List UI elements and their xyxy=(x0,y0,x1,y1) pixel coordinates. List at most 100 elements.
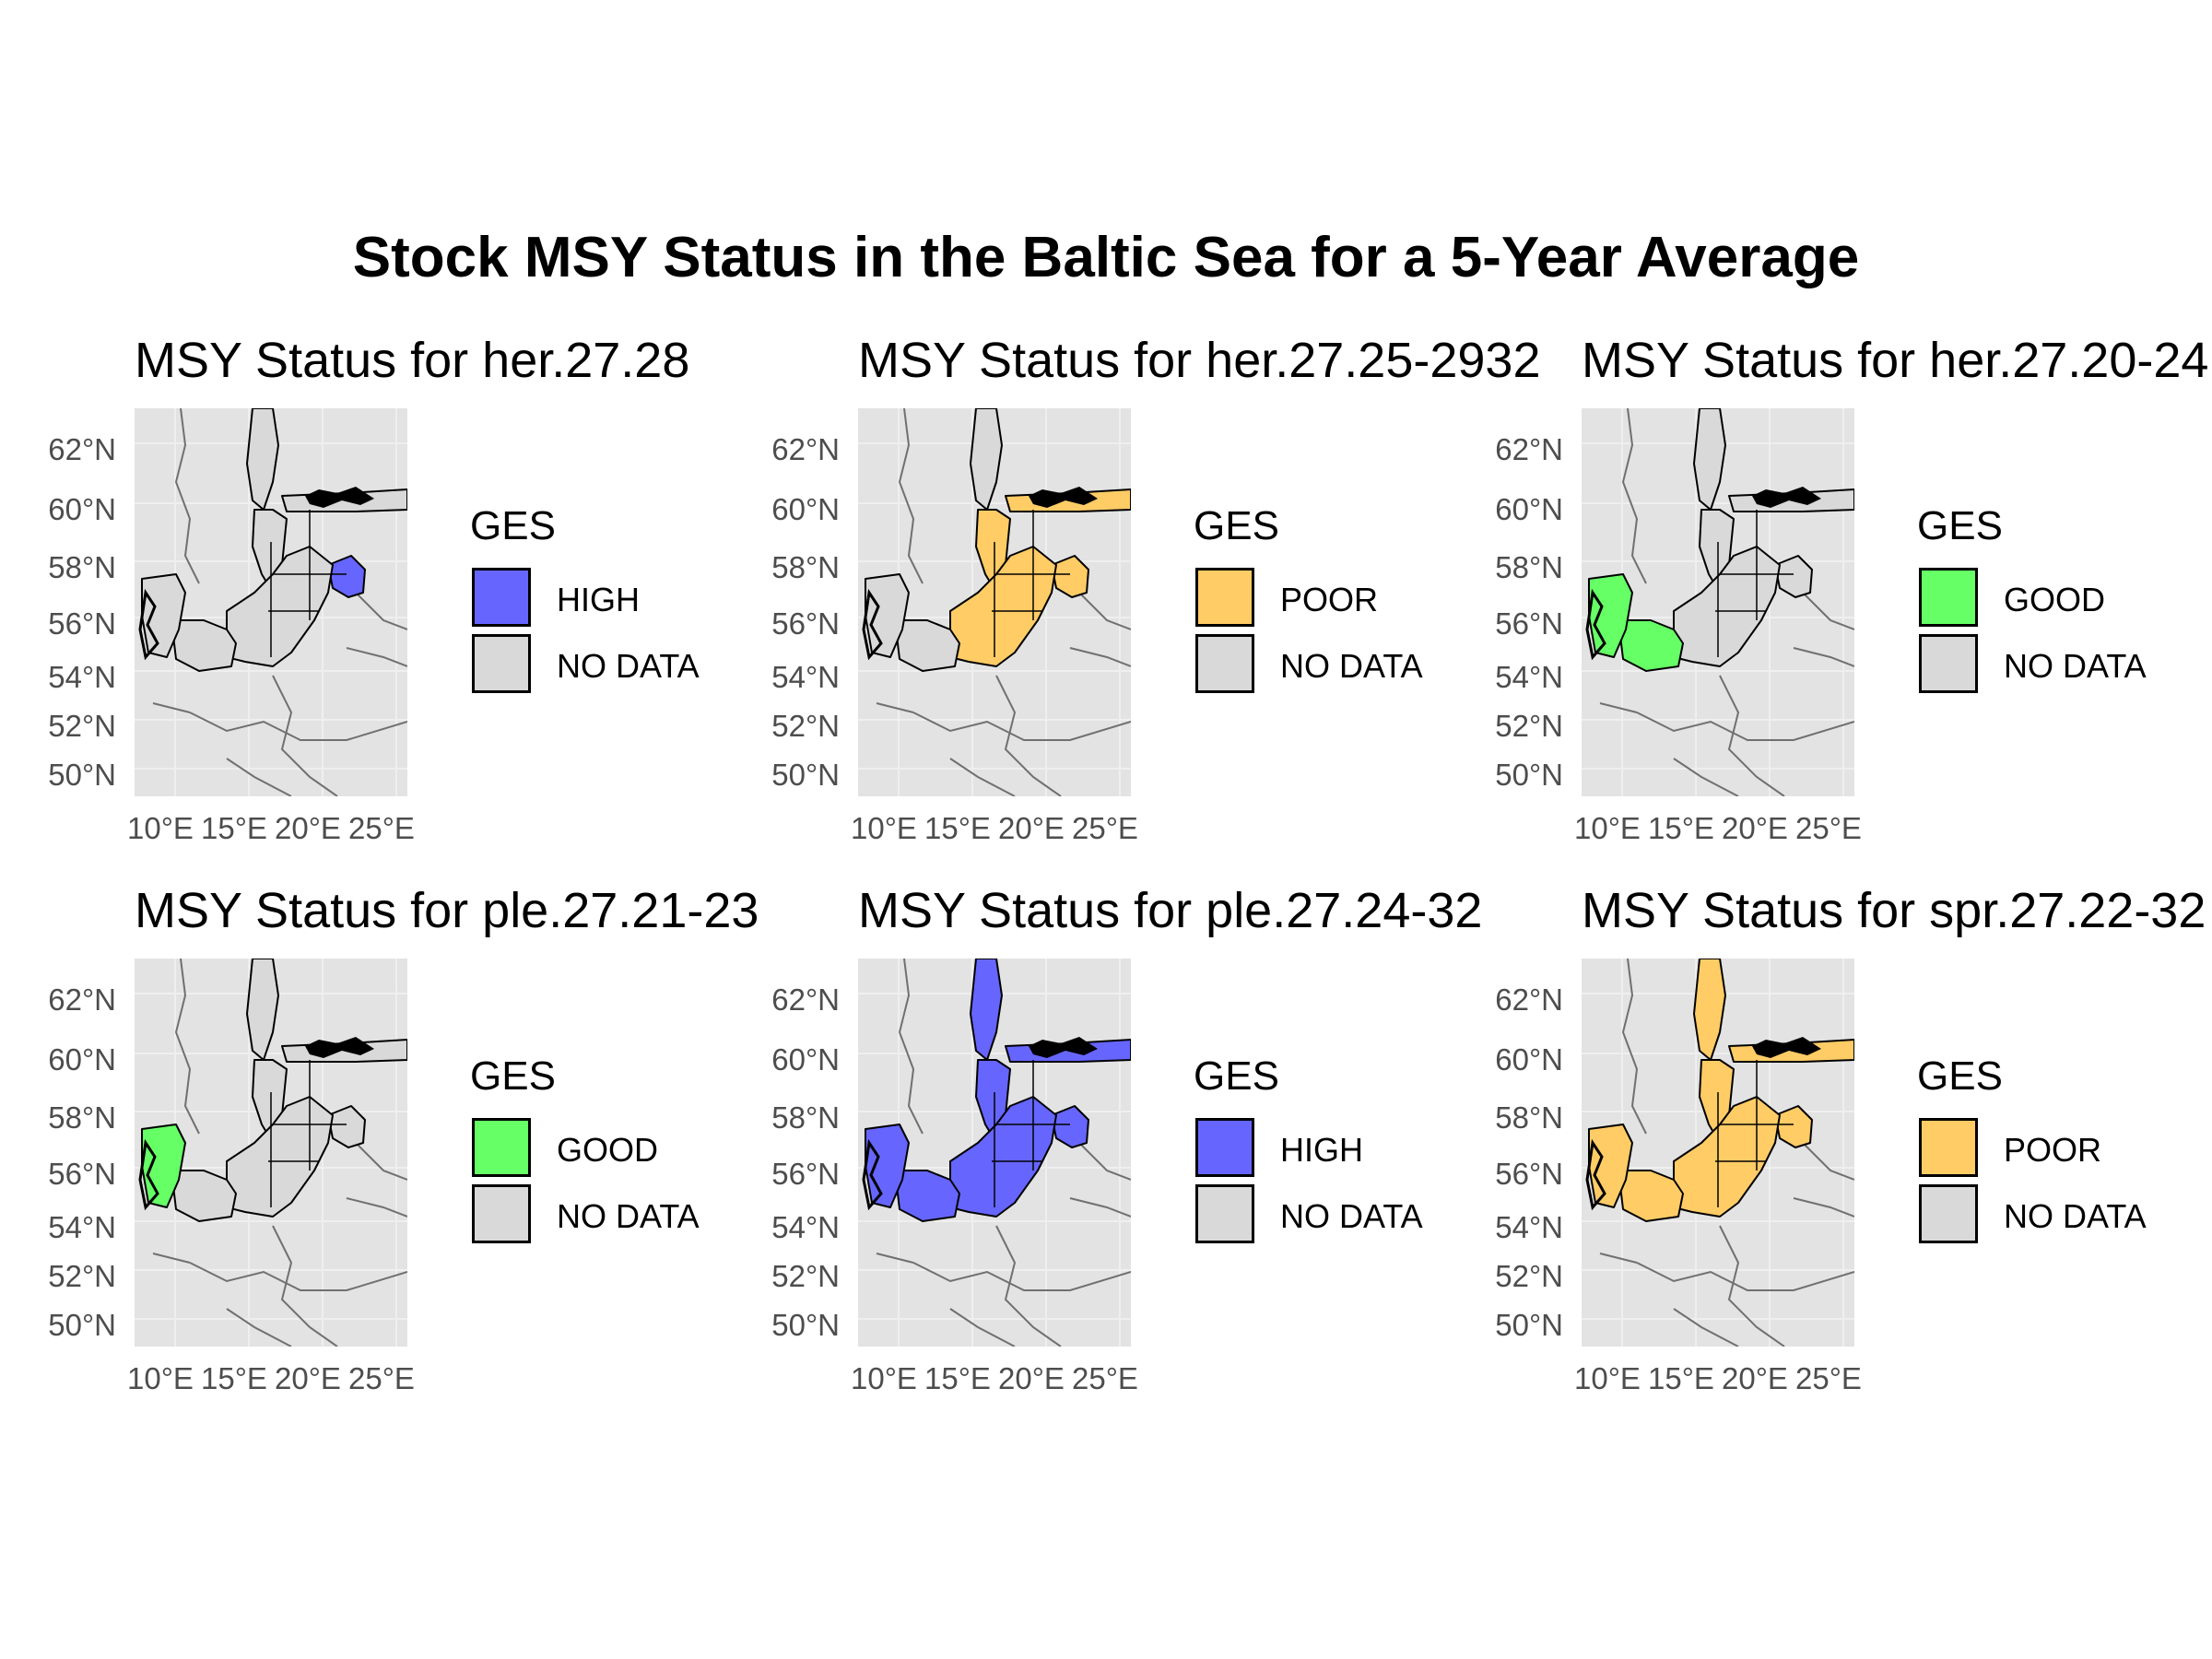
longitude-tick-label: 25°E xyxy=(1072,1361,1138,1395)
longitude-tick-label: 15°E xyxy=(1648,1361,1714,1395)
country-border xyxy=(1802,592,1854,630)
latitude-tick-label: 50°N xyxy=(48,758,116,792)
latitude-tick-label: 62°N xyxy=(771,982,840,1017)
country-border xyxy=(912,1262,1131,1291)
latitude-tick-label: 60°N xyxy=(1495,492,1563,526)
sea-area-central xyxy=(226,1096,334,1218)
sea-area-western xyxy=(1618,1170,1684,1222)
latitude-tick-label: 60°N xyxy=(771,492,840,526)
latitude-tick-label: 62°N xyxy=(48,982,116,1017)
latitude-tick-label: 50°N xyxy=(771,1308,840,1342)
country-border xyxy=(355,1142,407,1181)
country-border xyxy=(1719,1225,1785,1347)
panel-title: MSY Status for her.27.20-24 xyxy=(1582,333,2209,388)
latitude-tick-label: 52°N xyxy=(1495,1259,1563,1293)
latitude-tick-label: 54°N xyxy=(48,1210,116,1244)
legend-key-no-data xyxy=(472,1184,531,1243)
latitude-tick-label: 60°N xyxy=(48,1042,116,1077)
sea-area-bothnia xyxy=(1693,959,1726,1061)
latitude-tick-label: 52°N xyxy=(1495,709,1563,743)
figure-title: Stock MSY Status in the Baltic Sea for a… xyxy=(352,226,1860,289)
legend-key-status xyxy=(1195,568,1254,627)
country-border xyxy=(1719,675,1785,796)
country-border xyxy=(898,959,924,1135)
sea-area-western xyxy=(171,619,237,672)
sea-area-western xyxy=(1618,619,1684,672)
country-border xyxy=(189,1262,407,1291)
latitude-tick-label: 54°N xyxy=(1495,1210,1563,1244)
baltic-map xyxy=(135,408,407,796)
latitude-tick-label: 62°N xyxy=(771,432,840,466)
country-border xyxy=(876,702,914,713)
country-border xyxy=(272,1225,338,1347)
map-area xyxy=(135,408,407,796)
danish-coast xyxy=(138,588,159,661)
longitude-tick-label: 10°E xyxy=(127,1361,194,1395)
country-border xyxy=(1621,408,1647,584)
longitude-tick-label: 15°E xyxy=(1648,811,1714,845)
longitude-tick-label: 20°E xyxy=(998,1361,1065,1395)
country-border xyxy=(1793,1197,1854,1218)
latitude-tick-label: 60°N xyxy=(1495,1042,1563,1077)
longitude-tick-label: 20°E xyxy=(1722,811,1788,845)
panel-title: MSY Status for her.27.25-2932 xyxy=(858,333,1541,388)
country-border xyxy=(346,647,407,667)
latitude-tick-label: 50°N xyxy=(1495,758,1563,792)
legend-key-status xyxy=(472,1118,531,1177)
map-area xyxy=(858,959,1131,1347)
country-border xyxy=(995,1225,1062,1347)
latitude-tick-label: 54°N xyxy=(48,660,116,694)
legend-key-status xyxy=(1919,568,1978,627)
legend-label-status: GOOD xyxy=(557,1131,659,1169)
country-border xyxy=(152,1253,191,1264)
latitude-tick-label: 56°N xyxy=(771,606,840,641)
map-area xyxy=(135,959,407,1347)
map-panel: MSY Status for her.27.20-24 62°N 60°N 58°N 5… xyxy=(1447,0,2208,845)
latitude-tick-label: 50°N xyxy=(48,1308,116,1342)
danish-coast xyxy=(862,1138,883,1211)
longitude-tick-label: 25°E xyxy=(1795,811,1862,845)
archipelago-coast xyxy=(305,1037,374,1058)
legend-key-status xyxy=(472,568,531,627)
country-border xyxy=(355,592,407,630)
longitude-tick-label: 20°E xyxy=(998,811,1065,845)
legend-label-status: HIGH xyxy=(1280,1131,1363,1169)
map-panel: MSY Status for spr.27.22-32 62°N 60°N 58°N 5… xyxy=(1447,550,2206,1395)
longitude-tick-label: 10°E xyxy=(851,811,917,845)
latitude-tick-label: 62°N xyxy=(48,432,116,466)
legend-title: GES xyxy=(1917,503,2003,548)
latitude-tick-label: 56°N xyxy=(1495,606,1563,641)
country-border xyxy=(1793,647,1854,667)
latitude-tick-label: 54°N xyxy=(1495,660,1563,694)
longitude-tick-label: 15°E xyxy=(201,811,267,845)
baltic-map xyxy=(858,408,1131,796)
map-area xyxy=(1582,959,1854,1347)
legend-label-status: GOOD xyxy=(2004,581,2106,618)
latitude-tick-label: 58°N xyxy=(48,1100,116,1135)
country-border xyxy=(226,758,292,796)
country-border xyxy=(346,1197,407,1218)
legend-title: GES xyxy=(1917,1053,2003,1099)
country-border xyxy=(1069,1197,1131,1218)
country-border xyxy=(1078,1142,1131,1181)
latitude-tick-label: 52°N xyxy=(771,1259,840,1293)
country-border xyxy=(1078,592,1131,630)
baltic-map xyxy=(858,959,1131,1347)
legend-label-no-data: NO DATA xyxy=(557,647,700,685)
sea-area-bothnia xyxy=(1693,408,1726,511)
legend-title: GES xyxy=(470,1053,556,1099)
map-panel: MSY Status for ple.27.24-32 62°N 60°N 58°N 5… xyxy=(724,550,1482,1395)
longitude-tick-label: 10°E xyxy=(851,1361,917,1395)
baltic-map xyxy=(1582,408,1854,796)
legend-key-no-data xyxy=(472,634,531,693)
map-panel: MSY Status for ple.27.21-23 62°N 60°N 58°N 5… xyxy=(0,550,759,1395)
latitude-tick-label: 58°N xyxy=(771,1100,840,1135)
sea-area-bothnia xyxy=(970,959,1003,1061)
map-panel: MSY Status for her.27.28 62°N 60°N 58°N 56°N… xyxy=(0,0,719,845)
country-border xyxy=(898,408,924,584)
longitude-tick-label: 15°E xyxy=(924,811,991,845)
archipelago-coast xyxy=(1029,487,1098,508)
sea-area-bothnia xyxy=(246,408,279,511)
country-border xyxy=(1636,712,1854,741)
map-area xyxy=(1582,408,1854,796)
